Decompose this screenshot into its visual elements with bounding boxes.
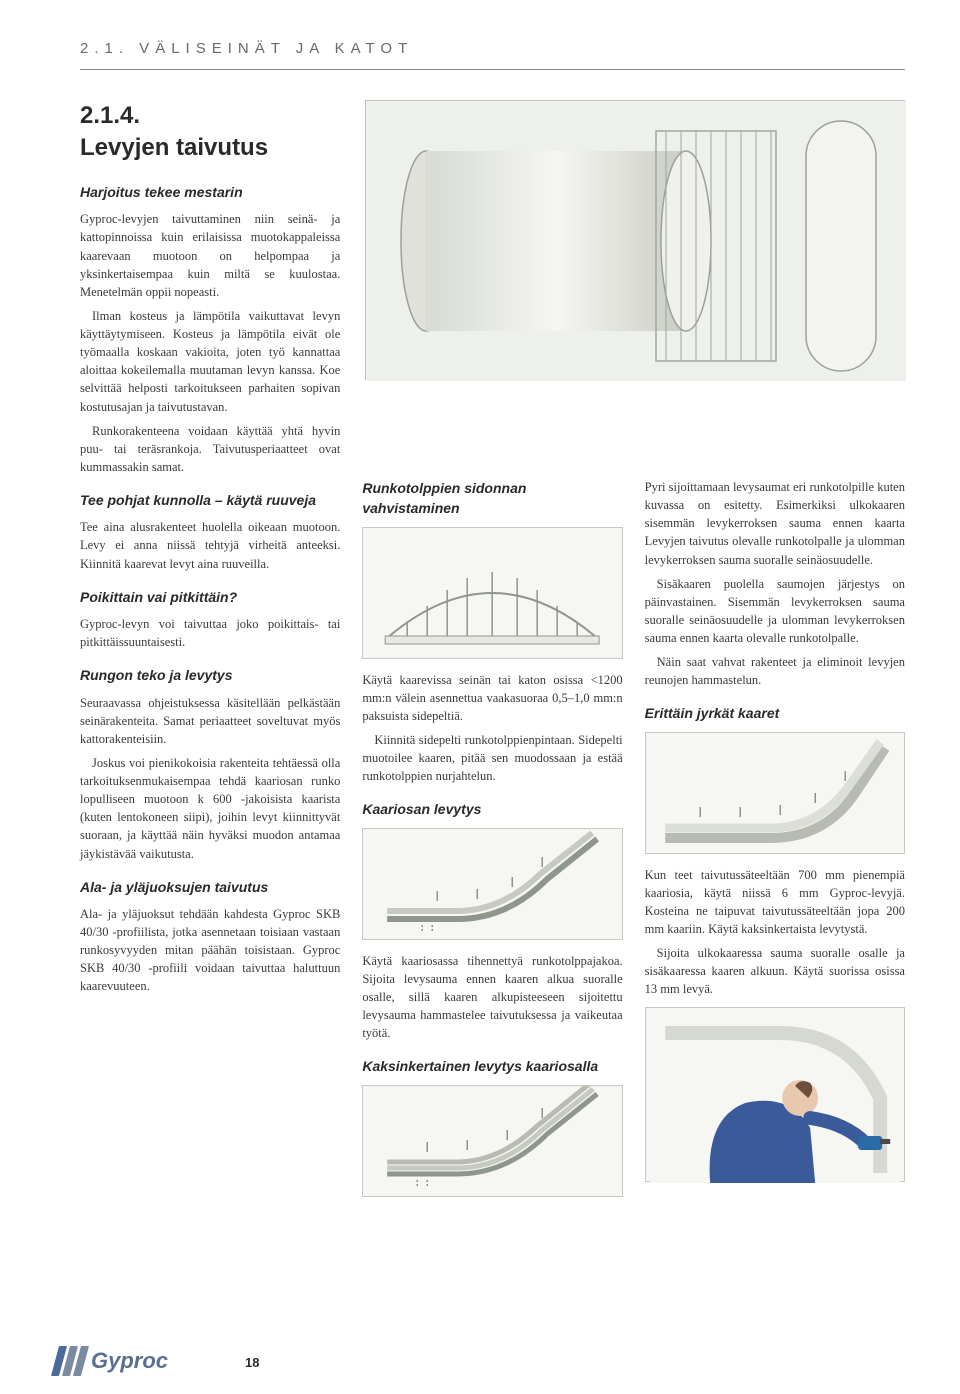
body-text: Kiinnitä sidepelti runkotolppienpintaan.… (362, 731, 622, 785)
logo-text: Gyproc (91, 1348, 168, 1374)
body-text: Gyproc-levyn voi taivuttaa joko poikitta… (80, 615, 340, 651)
heading-stud-binding: Runkotolppien sidonnan vahvistaminen (362, 478, 622, 519)
body-text: Sijoita ulkokaaressa sauma suoralle osal… (645, 944, 905, 998)
body-text: Gyproc-levyjen taivuttaminen niin seinä-… (80, 210, 340, 301)
figure-installer (645, 1007, 905, 1182)
body-text: Näin saat vahvat rakenteet ja eliminoit … (645, 653, 905, 689)
body-text: Seuraavassa ohjeistuksessa käsitellään p… (80, 694, 340, 748)
heading-direction: Poikittain vai pitkittäin? (80, 587, 340, 607)
body-text: Runkorakenteena voidaan käyttää yhtä hyv… (80, 422, 340, 476)
body-text: Tee aina alusrakenteet huolella oikeaan … (80, 518, 340, 572)
gyproc-logo: Gyproc (55, 1346, 168, 1376)
heading-practice: Harjoitus tekee mestarin (80, 182, 340, 202)
body-text: Sisäkaaren puolella saumojen järjestys o… (645, 575, 905, 648)
column-1: Harjoitus tekee mestarin Gyproc-levyjen … (80, 182, 340, 1209)
figure-curved-wall-hero (365, 100, 905, 380)
heading-framing: Rungon teko ja levytys (80, 665, 340, 685)
logo-mark-icon (51, 1346, 89, 1376)
body-text: Joskus voi pienikokoisia rakenteita teht… (80, 754, 340, 863)
page-number: 18 (245, 1355, 259, 1370)
body-text: Ala- ja yläjuoksut tehdään kahdesta Gypr… (80, 905, 340, 996)
chapter-header: 2.1. VÄLISEINÄT JA KATOT (80, 40, 905, 70)
heading-double-layer: Kaksinkertainen levytys kaariosalla (362, 1056, 622, 1076)
body-text: Ilman kosteus ja lämpötila vaikuttavat l… (80, 307, 340, 416)
heading-bases: Tee pohjat kunnolla – käytä ruuveja (80, 490, 340, 510)
body-text: Käytä kaarevissa seinän tai katon osissa… (362, 671, 622, 725)
body-text: Kun teet taivutussäteeltään 700 mm piene… (645, 866, 905, 939)
body-text: Pyri sijoittamaan levysaumat eri runkoto… (645, 478, 905, 569)
figure-tight-curve (645, 732, 905, 854)
heading-tight-curves: Erittäin jyrkät kaaret (645, 703, 905, 723)
body-text: Käytä kaariosassa tihennettyä runkotolpp… (362, 952, 622, 1043)
figure-stud-binding (362, 527, 622, 659)
heading-arc-boarding: Kaariosan levytys (362, 799, 622, 819)
figure-double-layer (362, 1085, 622, 1197)
figure-arc-boarding (362, 828, 622, 940)
heading-runners: Ala- ja yläjuoksujen taivutus (80, 877, 340, 897)
